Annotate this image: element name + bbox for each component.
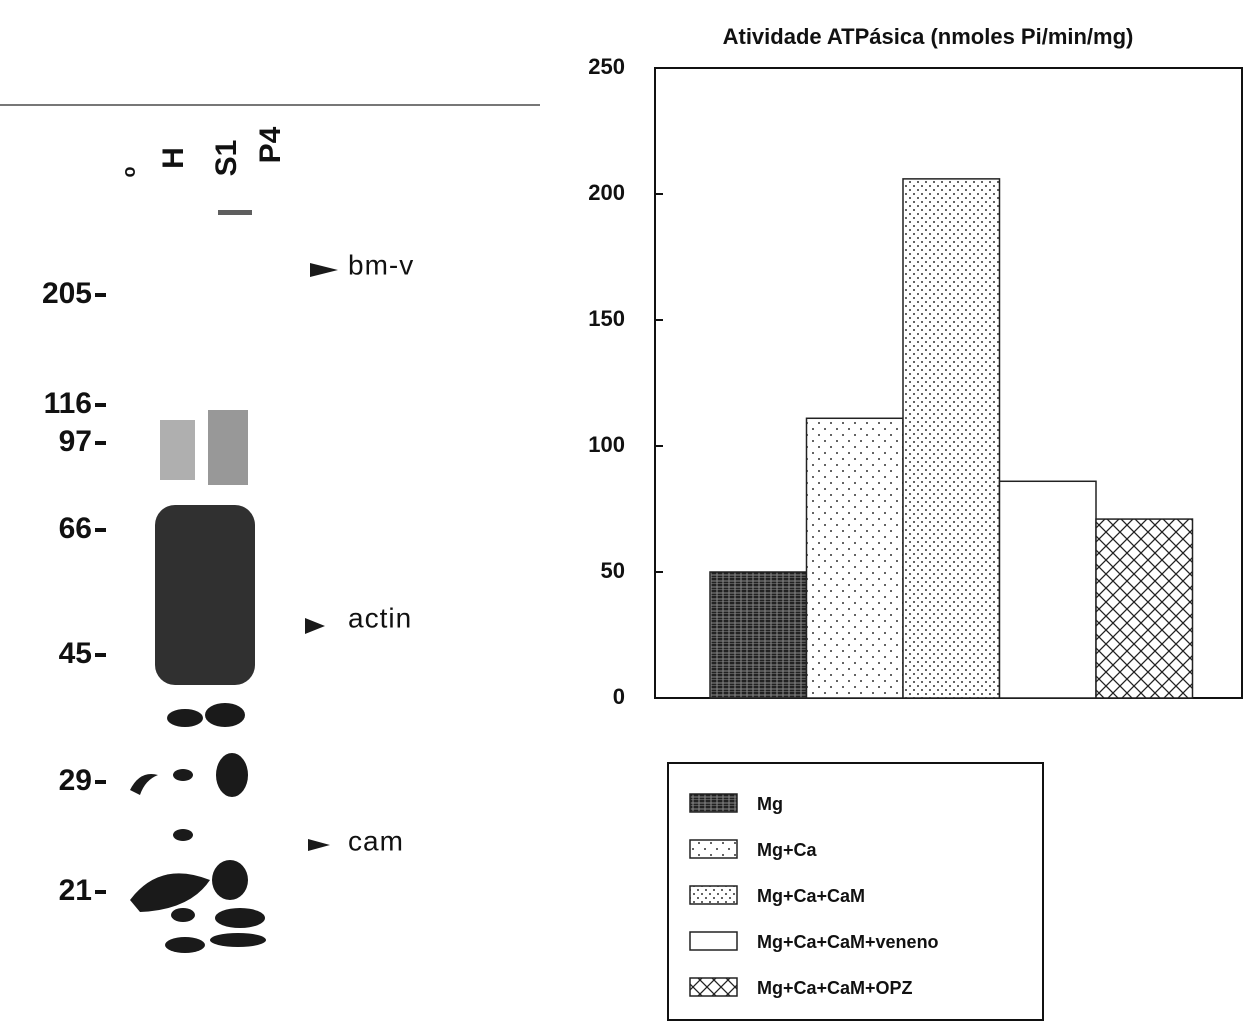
y-tick-label: 50 xyxy=(601,558,625,583)
marker-label: 116 xyxy=(44,387,92,420)
lane-label: P4 xyxy=(254,126,287,163)
bar xyxy=(1000,481,1097,698)
legend-swatch xyxy=(690,886,737,904)
band-annotation: bm-v xyxy=(348,249,414,280)
marker-label: 21 xyxy=(59,874,92,907)
legend-label: Mg+Ca xyxy=(757,840,818,860)
y-tick-label: 0 xyxy=(613,684,625,709)
marker-label: 205 xyxy=(42,277,92,310)
legend-swatch xyxy=(690,978,737,996)
legend-label: Mg+Ca+CaM+veneno xyxy=(757,932,939,952)
legend-label: Mg+Ca+CaM+OPZ xyxy=(757,978,913,998)
marker-label: 97 xyxy=(59,425,92,458)
y-tick-label: 100 xyxy=(588,432,625,457)
chart-title: Atividade ATPásica (nmoles Pi/min/mg) xyxy=(723,24,1134,49)
lane-label: H xyxy=(157,147,190,169)
bar xyxy=(710,572,807,698)
legend-swatch xyxy=(690,840,737,858)
marker-label: 45 xyxy=(59,637,92,670)
legend-label: Mg+Ca+CaM xyxy=(757,886,865,906)
legend-swatch xyxy=(690,794,737,812)
lane-label: S1 xyxy=(210,140,243,177)
figure: Atividade ATPásica (nmoles Pi/min/mg) o H… xyxy=(0,0,1247,1025)
y-tick-label: 150 xyxy=(588,306,625,331)
marker-label: 29 xyxy=(59,764,92,797)
marker-label: 66 xyxy=(59,512,92,545)
lane-label: o xyxy=(119,167,139,178)
bar xyxy=(903,179,1000,698)
band-annotation: cam xyxy=(348,825,404,856)
y-tick-label: 250 xyxy=(588,54,625,79)
gel-bands xyxy=(130,210,338,953)
legend-swatch xyxy=(690,932,737,950)
bar xyxy=(807,418,904,698)
band-annotation: actin xyxy=(348,602,412,633)
y-tick-label: 200 xyxy=(588,180,625,205)
bar xyxy=(1096,519,1193,698)
legend-label: Mg xyxy=(757,794,783,814)
